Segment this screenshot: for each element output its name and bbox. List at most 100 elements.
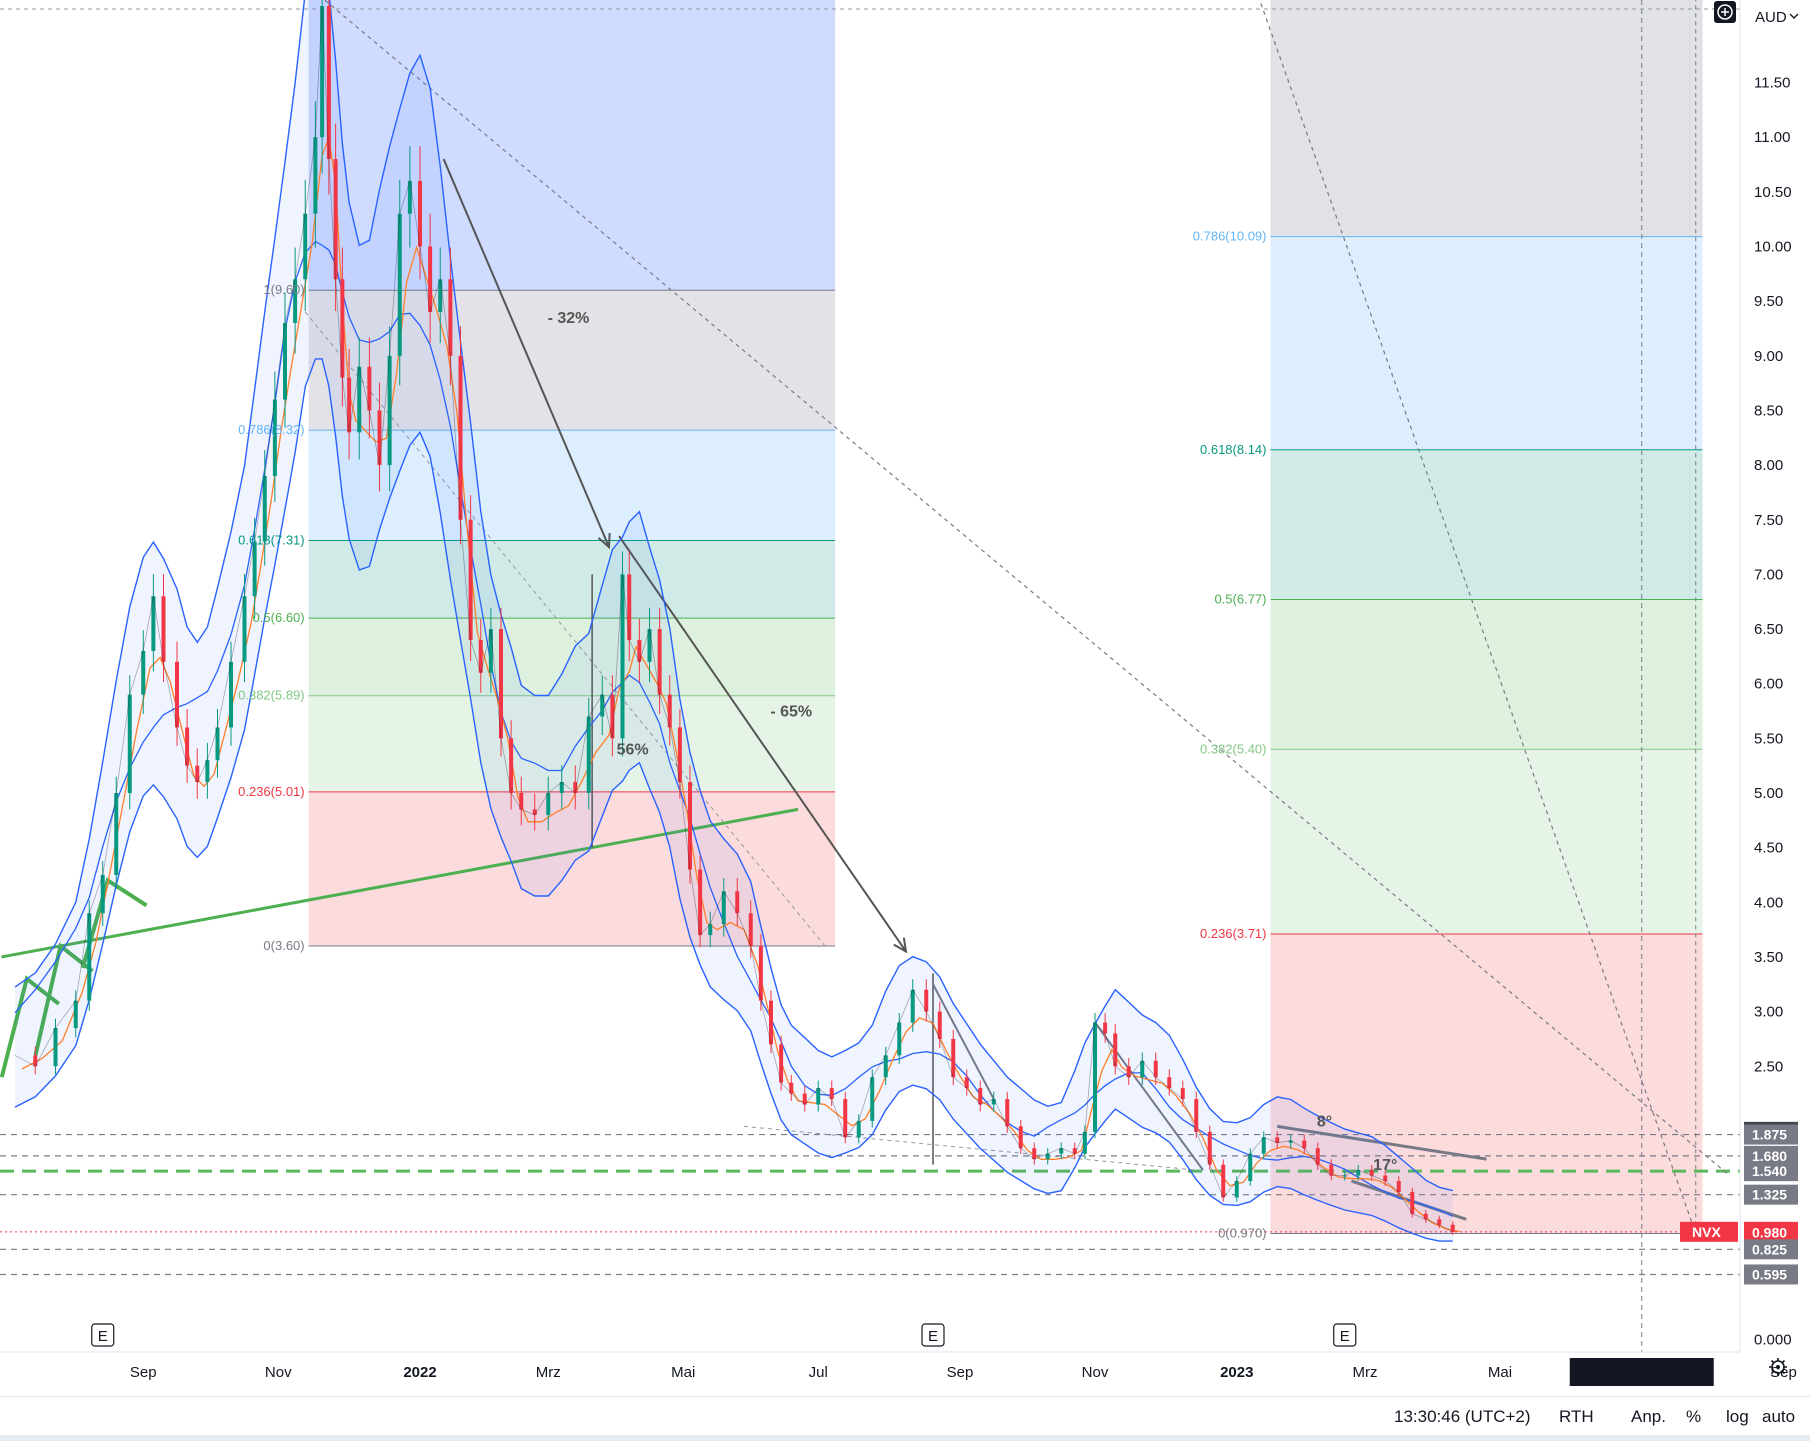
time-tick-label: Mrz [536,1364,561,1381]
trend-line [743,1125,1197,1171]
candle-body [698,869,703,936]
candle-body [303,213,308,280]
price-tick-label: 4.50 [1754,840,1783,857]
earnings-marker[interactable] [91,1323,115,1347]
price-badge-label: 1.540 [1752,1163,1787,1179]
candle-body [509,738,514,793]
candle-body [377,410,382,466]
fib-right-top-band [1270,0,1703,237]
candle-body [1032,1148,1037,1160]
candle-body [610,694,615,739]
candle-body [340,279,345,378]
candle-body [428,246,433,313]
candle-body [478,639,483,673]
candle-body [1396,1181,1401,1192]
annotation-label: 56% [617,742,649,759]
candle-body [1275,1137,1280,1143]
fib-left-level-label: 0(3.60) [263,938,304,953]
candle-body [1207,1131,1212,1165]
candle-body [448,279,453,356]
candle-body [748,913,753,947]
time-tick-label: Sep [947,1364,974,1381]
trend-line [932,983,995,1100]
price-tick-label: 2.50 [1754,1058,1783,1075]
candle-body [924,989,929,1012]
price-tick-label: 5.50 [1754,730,1783,747]
session-rth[interactable]: RTH [1559,1407,1594,1426]
candle-body [677,727,682,783]
log-button[interactable]: log [1726,1407,1749,1426]
candle-body [978,1088,983,1105]
plus-icon [1717,4,1733,20]
price-tick-label: 7.50 [1754,512,1783,529]
time-tick-label: Mai [1488,1364,1512,1381]
chevron-down-icon [1789,13,1799,19]
arrow-drop-32-head [597,533,611,550]
candle-body [407,180,412,214]
candle-body [843,1099,848,1138]
candle-body [205,760,210,783]
fib-right-band [1270,449,1703,600]
arrow-drop-32 [442,158,610,548]
fib-left-level-label: 0.786(8.32) [238,422,305,437]
fib-labels: 1(9.60) 0.786(8.32) 0.618(7.31) 0.5(6.60) 0.… [238,229,1266,1241]
candle-body [883,1055,888,1078]
candle-body [816,1088,821,1105]
price-badge-label: 0.595 [1752,1266,1787,1282]
candle-body [185,727,190,766]
candle-body [87,913,92,1001]
candle-body [333,159,338,280]
currency-label[interactable]: AUD [1755,9,1787,26]
candle-body [1140,1060,1145,1078]
time-tick-label: Mai [671,1364,695,1381]
arrow-drop-65 [618,535,907,953]
candle-body [1450,1224,1455,1232]
candle-body [688,782,692,870]
price-tick-label: 11.00 [1754,129,1790,146]
candle-body [114,793,119,875]
fib-right-level-label: 0.618(8.14) [1200,442,1267,457]
fib-right-level-label: 0.382(5.40) [1200,741,1267,756]
candle-body [546,793,551,815]
candle-body [1315,1148,1320,1165]
fib-left-band [308,618,836,696]
earnings-marker[interactable] [1333,1323,1357,1347]
candle-body [897,1022,902,1056]
percent-button[interactable]: % [1686,1407,1702,1426]
fib-fills [308,0,1703,1234]
candle-body [1153,1060,1158,1078]
candle-body [1410,1191,1415,1214]
price-tick-label: 6.50 [1754,621,1783,638]
price-tick-label: 3.00 [1754,1004,1783,1021]
candle-body [100,874,105,914]
fib-left-level-label: 0.618(7.31) [238,533,305,548]
candle-body [910,989,915,1023]
green-arrow [33,942,94,1056]
candle-body [1167,1077,1172,1089]
price-tick-label: 3.50 [1754,949,1783,966]
auto-button[interactable]: auto [1762,1407,1796,1426]
annotation-label: 8° [1317,1113,1332,1130]
adjust-button[interactable]: Anp. [1631,1407,1666,1426]
candle-body [1103,1022,1108,1034]
price-tick-label: 10.00 [1754,239,1792,256]
crosshair-time-badge [1569,1358,1714,1386]
bollinger-upper [14,0,1453,1192]
candle-body [735,891,740,914]
candle-body [519,793,524,810]
earnings-marker[interactable] [921,1323,945,1347]
candle-body [1383,1175,1388,1182]
earnings-marker-label: E [98,1328,108,1345]
candle-body [620,574,625,739]
fib-left-level-label: 0.382(5.89) [238,688,305,703]
candle-body [657,629,662,695]
time-tick-label: 2023 [1220,1364,1253,1381]
candle-body [964,1077,969,1089]
price-badge [1744,1145,1798,1166]
candle-body [33,1055,38,1067]
candle-body [488,629,493,673]
close-line [14,5,1453,1233]
settings-icon[interactable] [1769,1358,1787,1376]
price-axis: 11.50 11.00 10.50 10.00 9.50 9.00 8.50 8.00 7.50… [1680,0,1810,1352]
